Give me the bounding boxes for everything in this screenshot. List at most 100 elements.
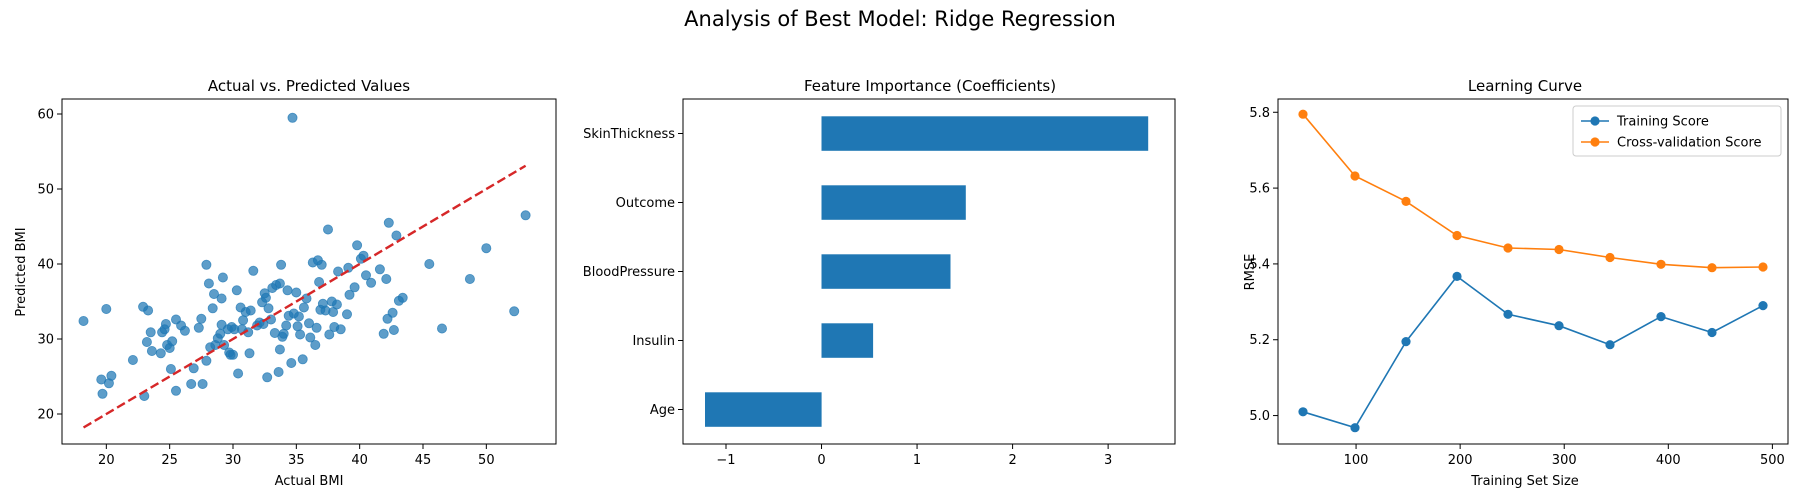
scatter-point <box>231 285 242 296</box>
series-marker-1 <box>1656 259 1666 269</box>
legend-marker-0 <box>1590 116 1600 126</box>
scatter-point <box>244 348 255 359</box>
scatter-point <box>278 328 289 339</box>
learning-curve-x-tick-label: 500 <box>1760 453 1785 468</box>
scatter-point <box>97 388 108 399</box>
bar-x-tick-label: 0 <box>817 453 825 468</box>
bar-x-tick-label: 1 <box>913 453 921 468</box>
learning-curve-y-tick-label: 5.8 <box>1249 106 1270 121</box>
bar-outcome <box>821 185 966 220</box>
bar-axes-frame <box>682 98 1176 445</box>
scatter-y-tick-label: 20 <box>37 408 54 423</box>
series-marker-0 <box>1758 301 1768 311</box>
scatter-point <box>276 259 287 270</box>
series-marker-1 <box>1758 262 1768 272</box>
scatter-x-tick-label: 35 <box>288 453 305 468</box>
scatter-x-tick-label: 45 <box>415 453 432 468</box>
series-marker-1 <box>1401 196 1411 206</box>
scatter-point <box>292 321 303 332</box>
series-line-0 <box>1302 275 1764 429</box>
scatter-axes-frame <box>61 98 557 445</box>
legend-marker-1 <box>1590 137 1600 147</box>
series-marker-1 <box>1605 252 1615 263</box>
scatter-point <box>263 303 274 314</box>
bar-category-label: BloodPressure <box>583 265 675 280</box>
scatter-point <box>381 273 392 284</box>
series-marker-0 <box>1350 423 1360 433</box>
scatter-point <box>127 354 138 365</box>
legend-label-1: Cross-validation Score <box>1617 136 1762 151</box>
scatter-point <box>366 277 377 288</box>
scatter-point <box>179 325 190 336</box>
bar-x-tick-label: −1 <box>716 453 735 468</box>
learning-curve-plot-area: 100 200 300 400 500 5.0 5.2 5.4 5.6 5.8 <box>1249 98 1789 468</box>
series-marker-0 <box>1452 271 1462 281</box>
scatter-point <box>141 336 152 347</box>
scatter-point <box>274 344 285 355</box>
learning-curve-axes-frame <box>1277 98 1789 445</box>
scatter-point <box>274 278 285 289</box>
scatter-point <box>197 378 208 389</box>
scatter-point <box>106 370 117 381</box>
series-marker-1 <box>1503 243 1513 253</box>
scatter-point <box>287 112 298 123</box>
scatter-point <box>352 240 363 251</box>
figure-suptitle: Analysis of Best Model: Ridge Regression <box>684 7 1116 31</box>
scatter-point <box>324 329 335 340</box>
bar-category-label: Age <box>650 403 675 418</box>
perfect-prediction-line <box>82 164 527 429</box>
learning-curve-x-axis-label: Training Set Size <box>1470 474 1579 489</box>
series-marker-0 <box>1554 321 1564 331</box>
scatter-point <box>196 313 207 324</box>
scatter-point <box>262 372 273 383</box>
scatter-point <box>248 265 259 276</box>
scatter-point <box>227 349 238 360</box>
bar-category-label: Insulin <box>632 334 675 349</box>
scatter-point <box>520 210 531 221</box>
scatter-point <box>155 348 166 359</box>
learning-curve-title: Learning Curve <box>1468 77 1582 95</box>
bar-age <box>705 392 822 427</box>
scatter-point <box>203 278 214 289</box>
scatter-point <box>391 230 402 241</box>
scatter-point <box>273 366 284 377</box>
scatter-point <box>146 345 157 356</box>
scatter-point <box>314 276 325 287</box>
scatter-point <box>78 315 89 326</box>
scatter-point <box>358 250 369 261</box>
scatter-point <box>281 320 292 331</box>
bar-insulin <box>821 323 874 358</box>
bar-title: Feature Importance (Coefficients) <box>804 77 1056 95</box>
scatter-point <box>333 266 344 277</box>
scatter-point <box>207 303 218 314</box>
scatter-y-tick-label: 60 <box>37 108 54 123</box>
scatter-point <box>186 378 197 389</box>
scatter-point <box>297 354 308 365</box>
learning-curve-legend: Training Score Cross-validation Score <box>1572 105 1782 157</box>
learning-curve-y-tick-label: 5.0 <box>1249 409 1270 424</box>
scatter-point <box>233 368 244 379</box>
scatter-point <box>349 282 360 293</box>
scatter-y-tick-label: 30 <box>37 333 54 348</box>
scatter-point <box>388 324 399 335</box>
scatter-point <box>188 363 199 374</box>
bar-plot-area: SkinThickness Outcome BloodPressure Insulin… <box>583 98 1176 468</box>
scatter-point <box>305 332 316 343</box>
scatter-point <box>424 258 435 269</box>
scatter-point <box>341 309 352 320</box>
scatter-point <box>383 217 394 228</box>
series-marker-1 <box>1298 109 1308 119</box>
scatter-point <box>436 323 447 334</box>
scatter-point <box>397 292 408 303</box>
scatter-point <box>282 285 293 296</box>
scatter-point <box>311 322 322 333</box>
scatter-x-tick-label: 30 <box>225 453 242 468</box>
series-marker-1 <box>1350 171 1360 181</box>
scatter-point <box>509 306 520 317</box>
scatter-y-tick-label: 50 <box>37 183 54 198</box>
scatter-x-tick-label: 25 <box>161 453 178 468</box>
scatter-point <box>295 329 306 340</box>
scatter-point <box>335 324 346 335</box>
